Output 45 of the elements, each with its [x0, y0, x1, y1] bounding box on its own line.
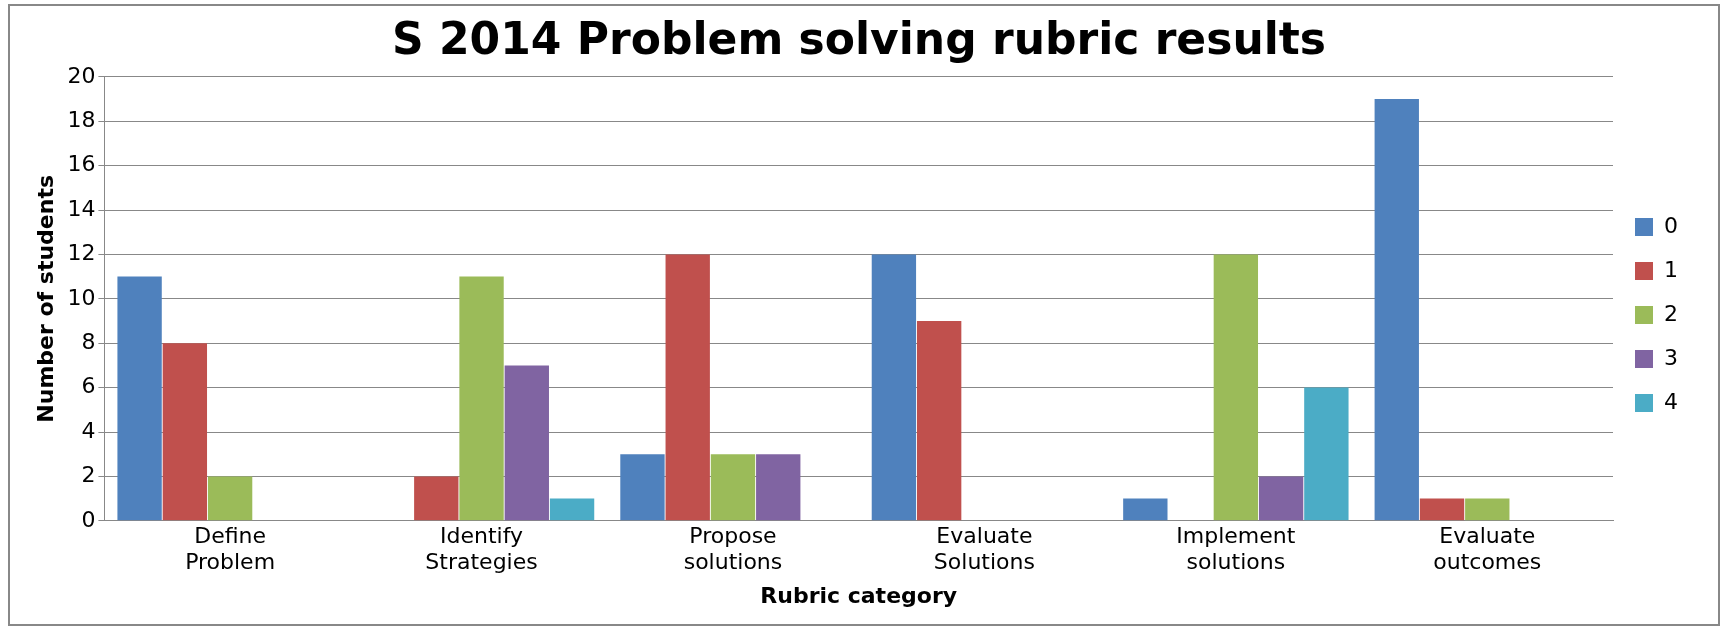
bar	[117, 276, 162, 521]
bar	[459, 276, 504, 521]
y-tick-label: 10	[67, 284, 96, 310]
bar	[1123, 498, 1168, 521]
bar	[916, 321, 962, 521]
bar	[504, 365, 549, 521]
y-tick-label: 2	[81, 462, 96, 488]
y-tick-label: 14	[67, 195, 96, 221]
y-axis-title: Number of students	[32, 174, 58, 423]
bar	[207, 476, 253, 521]
x-tick-label: Evaluate outcomes	[1433, 522, 1542, 575]
bar	[665, 254, 710, 521]
legend-label: 4	[1664, 388, 1678, 414]
bar	[1374, 99, 1419, 521]
y-tick-label: 18	[67, 106, 96, 132]
bar	[1213, 254, 1259, 521]
bar	[1465, 498, 1510, 521]
y-tick-label: 0	[81, 506, 96, 532]
bar	[620, 454, 665, 521]
y-tick-label: 16	[67, 151, 96, 177]
legend-label: 3	[1664, 344, 1678, 370]
bar	[162, 343, 208, 521]
bar	[871, 254, 917, 521]
bar	[1304, 387, 1349, 521]
x-tick-label: Implement solutions	[1176, 522, 1296, 575]
x-tick-label: Evaluate Solutions	[933, 522, 1035, 575]
y-tick-label: 8	[81, 328, 96, 354]
y-tick-label: 12	[67, 240, 96, 266]
bar	[1258, 476, 1304, 521]
bar	[414, 476, 459, 521]
y-tick-label: 6	[81, 373, 96, 399]
bar	[710, 454, 756, 521]
x-axis-title: Rubric category	[760, 582, 958, 608]
y-tick-label: 4	[81, 417, 96, 443]
x-tick-label: Define Problem	[185, 522, 276, 575]
legend-label: 0	[1664, 212, 1678, 238]
x-tick-label: Propose solutions	[683, 522, 783, 575]
bar	[1419, 498, 1465, 521]
chart-title: S 2014 Problem solving rubric results	[391, 12, 1327, 64]
x-tick-label: Identify Strategies	[425, 522, 538, 575]
legend-label: 2	[1664, 300, 1678, 326]
legend-label: 1	[1664, 256, 1678, 282]
y-tick-label: 20	[67, 62, 96, 88]
bar	[756, 454, 801, 521]
bar	[549, 498, 595, 521]
